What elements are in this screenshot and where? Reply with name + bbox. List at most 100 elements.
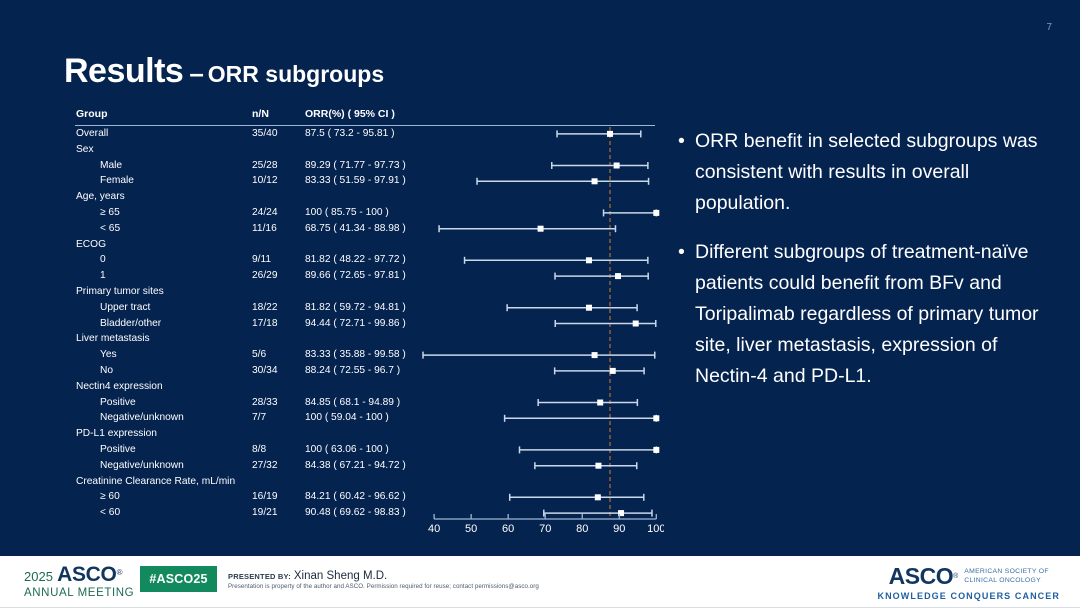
table-row: Overall 35/40 87.5 ( 73.2 - 95.81 ) xyxy=(64,127,664,143)
asco-logo-line2: CLINICAL ONCOLOGY xyxy=(964,576,1041,584)
meeting-asco-word: ASCO xyxy=(57,563,117,586)
row-orr-value: 94.44 ( 72.71 - 99.86 ) xyxy=(305,317,406,329)
page-title: Results – ORR subgroups xyxy=(64,52,384,91)
row-nn-value: 7/7 xyxy=(252,412,267,424)
forest-plot: 40 50 60 70 80 90 100 xyxy=(419,127,664,540)
row-orr-value: 89.29 ( 71.77 - 97.73 ) xyxy=(305,159,406,171)
ci-row xyxy=(508,493,645,501)
list-item: • Different subgroups of treatment-naïve … xyxy=(676,237,1060,392)
estimate-marker xyxy=(585,257,592,264)
table-row: No 30/34 88.24 ( 72.55 - 96.7 ) xyxy=(64,364,664,380)
row-nn-value: 25/28 xyxy=(252,159,278,171)
ci-row xyxy=(503,414,660,422)
asco-logo-line1: AMERICAN SOCIETY OF xyxy=(964,567,1049,575)
column-header-group: Group xyxy=(76,108,108,120)
row-nn-value: 5/6 xyxy=(252,349,267,361)
bullet-dot-icon: • xyxy=(678,241,685,263)
bullet-dot-icon: • xyxy=(678,130,685,152)
row-orr-value: 88.24 ( 72.55 - 96.7 ) xyxy=(305,364,401,376)
row-group-label: < 65 xyxy=(100,222,121,234)
table-row: < 60 19/21 90.48 ( 69.62 - 98.83 ) xyxy=(64,506,664,522)
table-row: PD-L1 expression xyxy=(64,427,664,443)
table-row: 1 26/29 89.66 ( 72.65 - 97.81 ) xyxy=(64,269,664,285)
x-axis-tick-label: 50 xyxy=(465,523,477,535)
title-main: Results xyxy=(64,52,184,90)
row-orr-value: 84.38 ( 67.21 - 94.72 ) xyxy=(305,459,406,471)
table-row: Female 10/12 83.33 ( 51.59 - 97.91 ) xyxy=(64,174,664,190)
column-header-nn: n/N xyxy=(252,108,269,120)
forest-plot-svg: 40 50 60 70 80 90 100 xyxy=(422,127,664,535)
forest-plot-figure: Group n/N ORR(%) ( 95% CI ) Overall 35/40… xyxy=(64,108,664,540)
meeting-trademark-icon: ® xyxy=(116,568,123,577)
table-row: Nectin4 expression xyxy=(64,380,664,396)
estimate-marker xyxy=(594,494,601,501)
list-item-text: ORR benefit in selected subgroups was co… xyxy=(695,130,1038,214)
estimate-marker xyxy=(613,162,620,169)
asco-tagline: KNOWLEDGE CONQUERS CANCER xyxy=(877,591,1060,601)
ci-row xyxy=(554,320,657,327)
hashtag-badge: #ASCO25 xyxy=(140,566,217,592)
row-nn-value: 9/11 xyxy=(252,254,272,266)
title-subtitle: ORR subgroups xyxy=(207,61,385,87)
table-row: Yes 5/6 83.33 ( 35.88 - 99.58 ) xyxy=(64,348,664,364)
row-group-label: Negative/unknown xyxy=(100,412,184,424)
row-nn-value: 16/19 xyxy=(252,491,278,503)
asco-logo: ASCO ® AMERICAN SOCIETY OF CLINICAL ONCOL… xyxy=(877,565,1060,601)
row-group-label: Yes xyxy=(100,349,117,361)
row-group-label: Liver metastasis xyxy=(76,333,150,345)
table-row: Creatinine Clearance Rate, mL/min xyxy=(64,475,664,491)
x-axis-tick-label: 70 xyxy=(539,523,551,535)
x-axis-tick-label: 100 xyxy=(647,523,664,535)
row-group-label: ≥ 60 xyxy=(100,491,120,503)
row-group-label: Negative/unknown xyxy=(100,459,184,471)
row-nn-value: 10/12 xyxy=(252,175,278,187)
row-nn-value: 30/34 xyxy=(252,364,278,376)
ci-row xyxy=(518,446,660,454)
row-group-label: 0 xyxy=(100,254,106,266)
presenter-name: Xinan Sheng M.D. xyxy=(293,570,388,582)
table-row: < 65 11/16 68.75 ( 41.34 - 88.98 ) xyxy=(64,222,664,238)
asco-logo-word: ASCO xyxy=(888,563,954,589)
row-group-label: Sex xyxy=(76,143,94,155)
row-group-label: Upper tract xyxy=(100,301,151,313)
table-row: 0 9/11 81.82 ( 48.22 - 97.72 ) xyxy=(64,253,664,269)
table-body: Overall 35/40 87.5 ( 73.2 - 95.81 ) Sex Male… xyxy=(64,127,664,522)
table-row: Primary tumor sites xyxy=(64,285,664,301)
row-group-label: No xyxy=(100,364,114,376)
table-row: Positive 28/33 84.85 ( 68.1 - 94.89 ) xyxy=(64,396,664,412)
row-group-label: Age, years xyxy=(76,191,125,203)
table-row: Negative/unknown 27/32 84.38 ( 67.21 - 94.… xyxy=(64,459,664,475)
estimate-marker xyxy=(591,178,598,185)
ci-row xyxy=(553,367,645,375)
meeting-year: 2025 xyxy=(24,569,53,584)
estimate-marker xyxy=(609,367,616,374)
row-nn-value: 11/16 xyxy=(252,222,277,234)
ci-row xyxy=(534,462,638,470)
ci-row xyxy=(551,162,649,169)
estimate-marker xyxy=(591,352,598,359)
ci-row xyxy=(476,177,650,185)
row-nn-value: 17/18 xyxy=(252,317,278,329)
row-nn-value: 26/29 xyxy=(252,270,278,282)
row-group-label: PD-L1 expression xyxy=(76,428,157,440)
ci-row xyxy=(537,399,639,406)
row-group-label: Female xyxy=(100,175,134,187)
estimate-marker xyxy=(607,130,614,137)
table-row: ≥ 65 24/24 100 ( 85.75 - 100 ) xyxy=(64,206,664,222)
row-nn-value: 35/40 xyxy=(252,128,278,139)
row-group-label: Creatinine Clearance Rate, mL/min xyxy=(76,475,236,487)
row-orr-value: 81.82 ( 48.22 - 97.72 ) xyxy=(305,254,406,266)
row-orr-value: 100 ( 59.04 - 100 ) xyxy=(305,412,389,424)
row-nn-value: 24/24 xyxy=(252,206,278,218)
estimate-marker xyxy=(653,209,660,216)
ci-row xyxy=(506,304,638,312)
column-header-orr: ORR(%) ( 95% CI ) xyxy=(305,108,395,120)
asco-annual-meeting-logo: 2025 ASCO® ANNUAL MEETING xyxy=(24,564,134,600)
x-axis-tick-label: 40 xyxy=(428,523,440,535)
row-orr-value: 90.48 ( 69.62 - 98.83 ) xyxy=(305,507,406,519)
title-dash: – xyxy=(189,58,204,88)
row-orr-value: 89.66 ( 72.65 - 97.81 ) xyxy=(305,270,406,282)
row-group-label: Overall xyxy=(76,128,109,139)
row-orr-value: 87.5 ( 73.2 - 95.81 ) xyxy=(305,128,395,139)
row-group-label: Bladder/other xyxy=(100,317,162,329)
